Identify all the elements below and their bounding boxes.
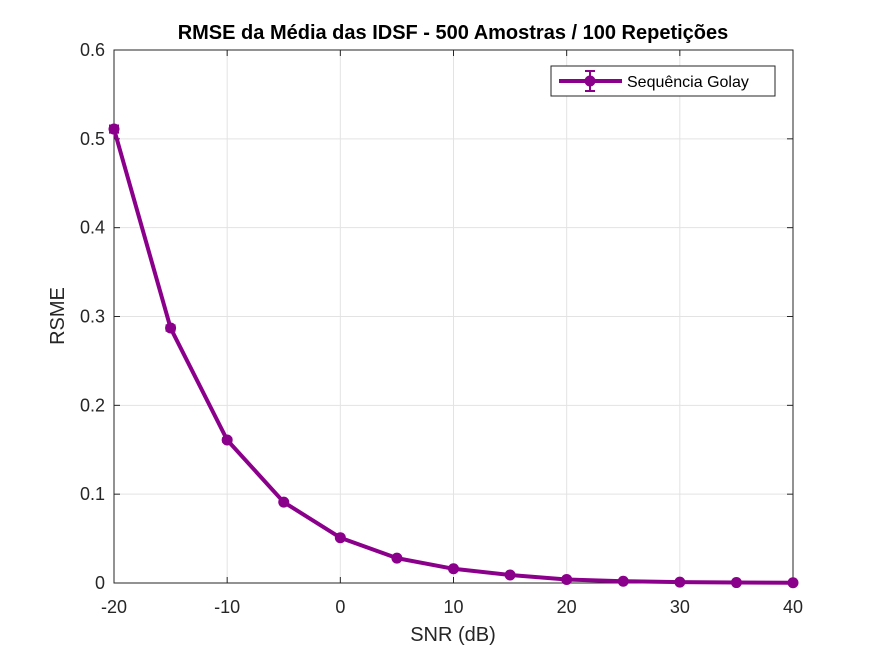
y-tick-label: 0.6 [80, 40, 105, 60]
x-tick-label: -10 [214, 597, 240, 617]
x-tick-label: 40 [783, 597, 803, 617]
data-point [278, 496, 290, 508]
data-point [448, 563, 459, 575]
x-tick-label: 30 [670, 597, 690, 617]
y-tick-label: 0.3 [80, 307, 105, 327]
data-point [391, 552, 403, 564]
data-point [504, 569, 516, 581]
legend: Sequência Golay [550, 65, 776, 97]
y-tick-labels: 0 0.1 0.2 0.3 0.4 0.5 0.6 [80, 40, 105, 593]
data-point [221, 434, 233, 446]
grid [114, 50, 793, 583]
data-point [108, 123, 120, 135]
y-axis-label: RSME [47, 287, 69, 345]
data-point [730, 577, 742, 589]
data-point [334, 532, 346, 544]
y-tick-label: 0 [95, 573, 105, 593]
legend-series-label: Sequência Golay [627, 74, 749, 91]
data-point [561, 573, 573, 585]
x-tick-label: 20 [557, 597, 577, 617]
y-tick-label: 0.2 [80, 395, 105, 415]
data-point [165, 322, 177, 334]
data-point [674, 576, 686, 588]
data-point [787, 577, 799, 589]
x-axis-label: SNR (dB) [410, 624, 496, 646]
data-point [617, 575, 629, 587]
y-tick-label: 0.1 [80, 484, 105, 504]
series-layer [108, 123, 799, 589]
x-tick-label: 0 [335, 597, 345, 617]
x-tick-label: -20 [101, 597, 127, 617]
chart-title: RMSE da Média das IDSF - 500 Amostras / … [178, 22, 729, 44]
x-tick-label: 10 [443, 597, 463, 617]
legend-marker-sample [584, 75, 596, 87]
y-tick-label: 0.4 [80, 218, 105, 238]
x-tick-labels: -20 -10 0 10 20 30 40 [101, 597, 803, 617]
y-tick-label: 0.5 [80, 129, 105, 149]
